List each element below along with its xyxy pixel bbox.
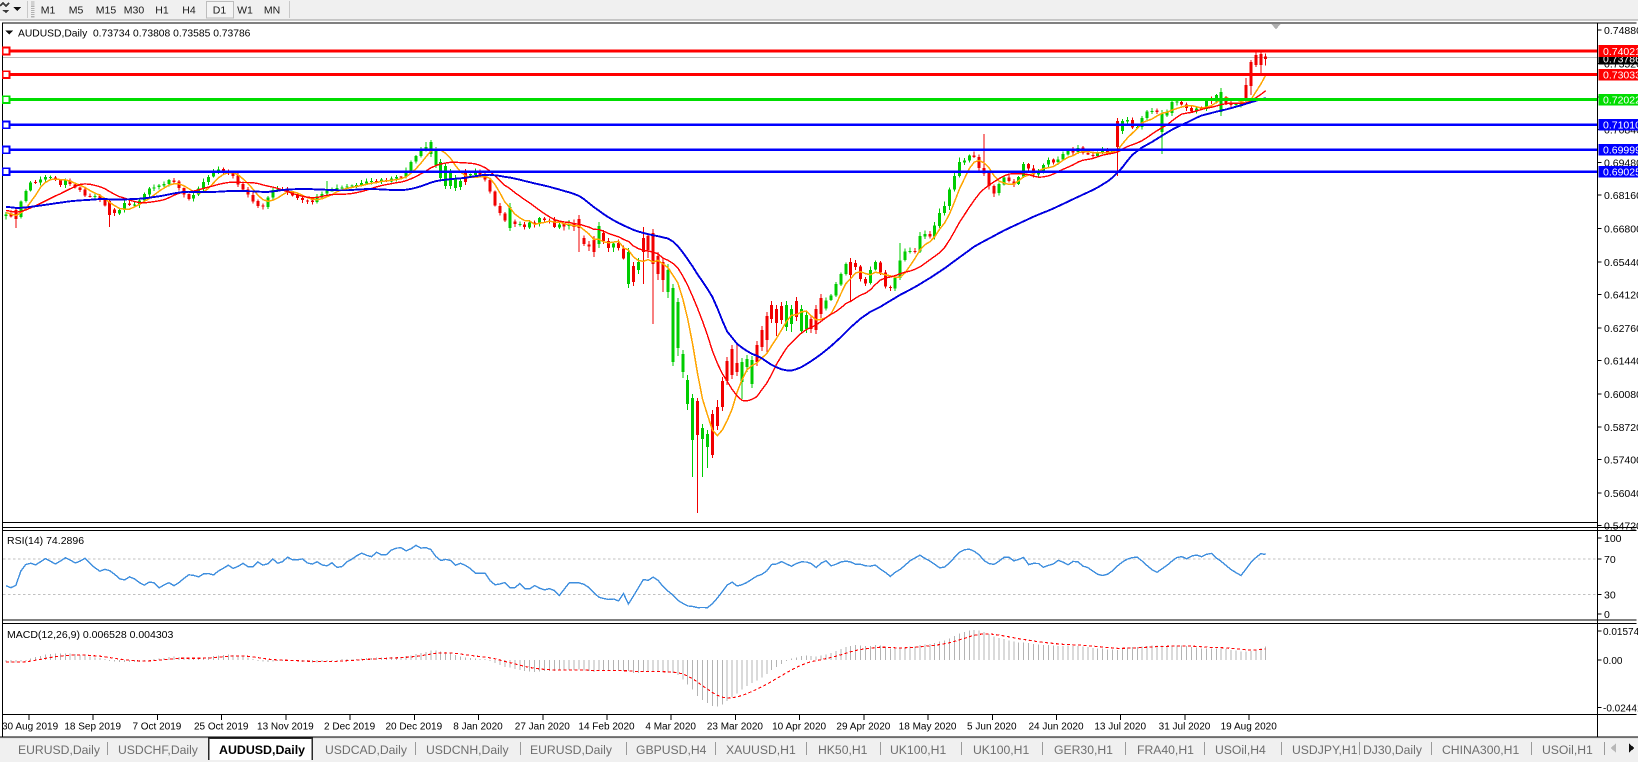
svg-text:8 Jan 2020: 8 Jan 2020	[453, 722, 503, 733]
svg-text:0.71010: 0.71010	[1603, 120, 1638, 132]
svg-text:UK100,H1: UK100,H1	[890, 743, 946, 757]
svg-text:M15: M15	[96, 5, 117, 17]
svg-text:0.69999: 0.69999	[1603, 145, 1638, 157]
svg-text:GBPUSD,H4: GBPUSD,H4	[636, 743, 707, 757]
svg-text:2 Dec 2019: 2 Dec 2019	[324, 722, 376, 733]
svg-text:GER30,H1: GER30,H1	[1054, 743, 1113, 757]
svg-text:70: 70	[1604, 554, 1616, 566]
svg-text:13 Nov 2019: 13 Nov 2019	[257, 722, 314, 733]
svg-text:CHINA300,H1: CHINA300,H1	[1442, 743, 1519, 757]
svg-text:AUDUSD,Daily: AUDUSD,Daily	[219, 743, 305, 757]
svg-text:30 Aug 2019: 30 Aug 2019	[2, 722, 59, 733]
svg-text:H1: H1	[155, 5, 169, 17]
svg-text:-0.024412: -0.024412	[1603, 704, 1638, 715]
svg-text:M1: M1	[41, 5, 56, 17]
svg-text:0.54720: 0.54720	[1604, 521, 1638, 533]
svg-text:AUDUSD,Daily 0.73734 0.73808: AUDUSD,Daily 0.73734 0.73808 0.73585 0.7…	[18, 29, 251, 40]
svg-text:100: 100	[1604, 533, 1622, 545]
svg-text:19 Aug 2020: 19 Aug 2020	[1221, 722, 1278, 733]
svg-text:0.015741: 0.015741	[1603, 627, 1638, 638]
svg-text:5 Jun 2020: 5 Jun 2020	[967, 722, 1017, 733]
svg-text:0: 0	[1604, 609, 1610, 621]
svg-text:29 Apr 2020: 29 Apr 2020	[836, 722, 890, 733]
svg-text:W1: W1	[237, 5, 253, 17]
svg-text:31 Jul 2020: 31 Jul 2020	[1159, 722, 1211, 733]
svg-text:24 Jun 2020: 24 Jun 2020	[1028, 722, 1083, 733]
svg-text:7 Oct 2019: 7 Oct 2019	[132, 722, 181, 733]
svg-text:UK100,H1: UK100,H1	[973, 743, 1029, 757]
svg-text:USOil,H1: USOil,H1	[1542, 743, 1593, 757]
svg-text:27 Jan 2020: 27 Jan 2020	[515, 722, 570, 733]
svg-text:4 Mar 2020: 4 Mar 2020	[645, 722, 696, 733]
svg-text:13 Jul 2020: 13 Jul 2020	[1094, 722, 1146, 733]
svg-text:USDCHF,Daily: USDCHF,Daily	[118, 743, 199, 757]
svg-text:M30: M30	[124, 5, 145, 17]
svg-text:0.74021: 0.74021	[1603, 46, 1638, 58]
svg-text:H4: H4	[182, 5, 196, 17]
svg-text:DJ30,Daily: DJ30,Daily	[1363, 743, 1423, 757]
svg-text:0.72022: 0.72022	[1603, 94, 1638, 106]
svg-text:D1: D1	[213, 5, 227, 17]
svg-text:EURUSD,Daily: EURUSD,Daily	[530, 743, 613, 757]
svg-text:14 Feb 2020: 14 Feb 2020	[578, 722, 635, 733]
svg-text:FRA40,H1: FRA40,H1	[1137, 743, 1194, 757]
svg-text:23 Mar 2020: 23 Mar 2020	[707, 722, 764, 733]
svg-text:HK50,H1: HK50,H1	[818, 743, 868, 757]
svg-text:EURUSD,Daily: EURUSD,Daily	[18, 743, 101, 757]
svg-text:0.69025: 0.69025	[1603, 167, 1638, 179]
svg-text:18 May 2020: 18 May 2020	[899, 722, 957, 733]
svg-text:USDCAD,Daily: USDCAD,Daily	[325, 743, 408, 757]
svg-text:USDCNH,Daily: USDCNH,Daily	[426, 743, 510, 757]
svg-text:10 Apr 2020: 10 Apr 2020	[772, 722, 826, 733]
svg-text:M5: M5	[69, 5, 84, 17]
svg-text:20 Dec 2019: 20 Dec 2019	[385, 722, 442, 733]
svg-text:25 Oct 2019: 25 Oct 2019	[194, 722, 249, 733]
svg-text:USOil,H4: USOil,H4	[1215, 743, 1266, 757]
svg-text:MACD(12,26,9) 0.006528 0.00430: MACD(12,26,9) 0.006528 0.004303	[7, 629, 174, 641]
svg-text:RSI(14) 74.2896: RSI(14) 74.2896	[7, 535, 84, 547]
svg-text:0.00: 0.00	[1603, 656, 1623, 667]
svg-text:0.73033: 0.73033	[1603, 69, 1638, 81]
svg-text:30: 30	[1604, 590, 1616, 602]
svg-text:XAUUSD,H1: XAUUSD,H1	[726, 743, 796, 757]
svg-text:USDJPY,H1: USDJPY,H1	[1292, 743, 1358, 757]
svg-text:MN: MN	[264, 5, 280, 17]
svg-text:18 Sep 2019: 18 Sep 2019	[64, 722, 121, 733]
